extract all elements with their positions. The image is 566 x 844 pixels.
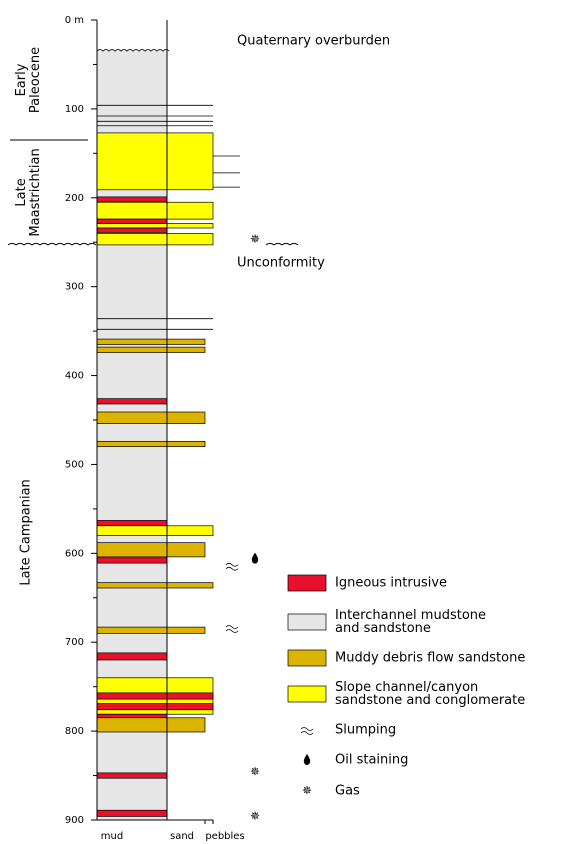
legend-label: Oil staining	[335, 753, 408, 768]
bed	[96, 232, 214, 246]
bed	[96, 520, 168, 527]
gas-symbol: ✵	[250, 809, 260, 823]
tick-label: 0 m	[65, 15, 84, 26]
slumping-symbol	[300, 727, 314, 735]
oil-symbol	[251, 552, 259, 564]
legend-label: Muddy debris flow sandstone	[335, 651, 525, 666]
bed	[96, 132, 214, 191]
bed	[96, 398, 168, 405]
grain-label: pebbles	[205, 831, 244, 842]
bed	[96, 196, 168, 202]
legend-label: Gas	[335, 784, 360, 799]
tick-label: 500	[65, 459, 84, 470]
unconformity-line	[7, 242, 97, 246]
bed	[96, 338, 206, 345]
legend-label: Slumping	[335, 723, 396, 738]
overburden-base	[96, 49, 170, 52]
tick-label: 100	[65, 104, 84, 115]
bed	[96, 557, 168, 564]
bed	[96, 626, 206, 634]
legend-swatch	[287, 649, 327, 667]
slumping-symbol	[225, 625, 239, 633]
gas-symbol: ✵	[250, 232, 260, 246]
bed	[96, 201, 214, 220]
gas-symbol: ✵	[250, 765, 260, 779]
bed	[96, 809, 168, 817]
tick-label: 200	[65, 193, 84, 204]
tick-label: 400	[65, 371, 84, 382]
bed	[96, 223, 214, 229]
bed	[96, 440, 206, 448]
age-label: LateMaastrichtian	[14, 148, 43, 236]
legend-label: Igneous intrusive	[335, 576, 447, 591]
tick-label: 900	[65, 815, 84, 826]
legend-swatch	[287, 613, 327, 631]
tick-label: 700	[65, 637, 84, 648]
bed	[96, 703, 214, 711]
tick-label: 600	[65, 548, 84, 559]
overburden-label: Quaternary overburden	[237, 34, 390, 49]
legend-label: Interchannel mudstone and sandstone	[335, 608, 486, 636]
bed	[96, 772, 168, 779]
bed	[96, 692, 214, 700]
unconformity-label: Unconformity	[237, 255, 325, 270]
gas-symbol: ✵	[302, 784, 312, 798]
oil-symbol	[303, 754, 311, 765]
unconformity-line	[265, 242, 299, 246]
bed	[96, 525, 214, 536]
grain-label: sand	[170, 831, 194, 842]
bed	[96, 227, 168, 233]
legend-label: Slope channel/canyon sandstone and conglo…	[335, 680, 525, 708]
bed	[96, 218, 168, 224]
bed	[96, 542, 206, 558]
age-label: Late Campanian	[19, 479, 34, 585]
bed	[96, 717, 206, 733]
bed	[96, 652, 168, 661]
age-label: EarlyPaleocene	[14, 47, 43, 113]
slumping-symbol	[225, 562, 239, 571]
tick-label: 800	[65, 726, 84, 737]
bed	[96, 346, 206, 353]
bed	[96, 582, 214, 589]
bed	[96, 411, 206, 424]
legend-swatch	[287, 685, 327, 703]
legend-swatch	[287, 574, 327, 592]
tick-label: 300	[65, 282, 84, 293]
grain-label: mud	[101, 831, 123, 842]
